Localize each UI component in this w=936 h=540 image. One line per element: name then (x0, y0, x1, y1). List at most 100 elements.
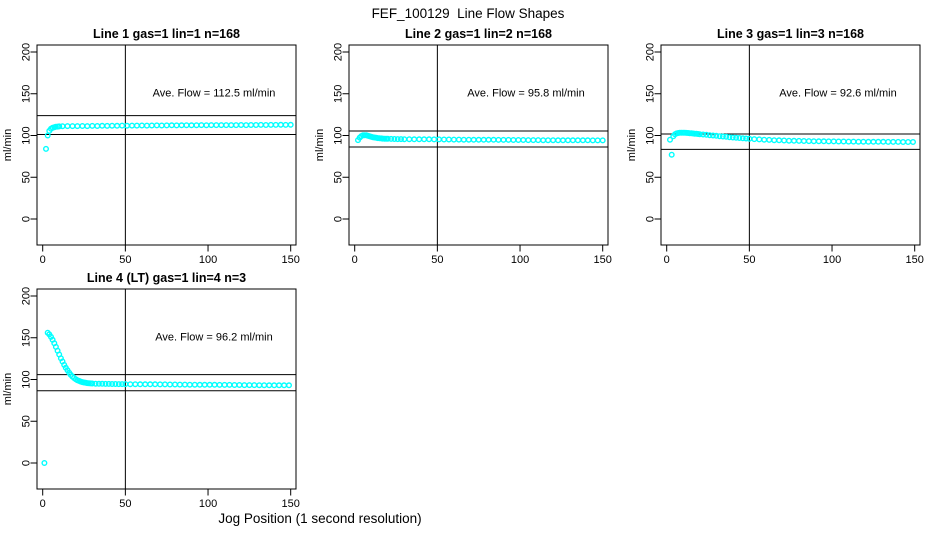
data-points (667, 129, 917, 158)
data-point (391, 135, 398, 142)
data-point (751, 136, 758, 143)
x-tick-label: 0 (40, 498, 46, 510)
data-point (221, 381, 228, 388)
data-point (411, 136, 418, 143)
data-point (795, 137, 802, 144)
data-point (171, 381, 178, 388)
data-point (574, 137, 581, 144)
data-point (723, 133, 730, 140)
data-points (43, 121, 294, 152)
data-point (133, 122, 140, 129)
data-point (455, 136, 462, 143)
data-point (490, 136, 497, 143)
x-tick-label: 150 (906, 254, 924, 266)
data-point (830, 138, 837, 145)
data-point (550, 137, 557, 144)
data-point (761, 136, 768, 143)
data-point (388, 135, 395, 142)
x-tick-label: 100 (199, 254, 217, 266)
data-point (228, 122, 235, 129)
data-point (890, 138, 897, 145)
data-point (203, 122, 210, 129)
ave-flow-annotation: Ave. Flow = 95.8 ml/min (467, 87, 584, 99)
data-point (495, 136, 502, 143)
data-point (401, 136, 408, 143)
data-point (589, 137, 596, 144)
y-tick-label: 50 (21, 171, 33, 183)
data-point (208, 122, 215, 129)
y-tick-label: 0 (333, 216, 345, 222)
data-point (216, 381, 223, 388)
data-point (855, 138, 862, 145)
data-point (703, 131, 710, 138)
y-tick-label: 50 (21, 415, 33, 427)
y-tick-label: 50 (333, 171, 345, 183)
data-point (206, 381, 213, 388)
data-point (59, 123, 66, 130)
data-point (766, 136, 773, 143)
data-point (885, 138, 892, 145)
data-point (706, 132, 713, 139)
panel-svg: Line 2 gas=1 lin=2 n=168 0 50 100 150 200 0 50 1… (314, 27, 612, 266)
data-point (480, 136, 487, 143)
y-axis-unit-label: ml/min (626, 129, 638, 161)
y-tick-label: 0 (21, 216, 33, 222)
data-point (252, 121, 259, 128)
y-tick-label: 150 (333, 85, 345, 103)
panel-line-2: Line 2 gas=1 lin=2 n=168 0 50 100 150 200 0 50 1… (312, 24, 624, 268)
data-point (584, 137, 591, 144)
data-point (157, 381, 164, 388)
data-point (99, 122, 106, 129)
y-tick-label: 0 (21, 460, 33, 466)
data-point (505, 136, 512, 143)
data-point (153, 122, 160, 129)
data-point (559, 137, 566, 144)
data-point (272, 121, 279, 128)
panel-svg: Line 4 (LT) gas=1 lin=4 n=3 0 50 100 150 200 0… (2, 271, 300, 510)
data-point (905, 138, 912, 145)
y-axis-unit-label: ml/min (2, 129, 14, 161)
data-point (64, 123, 71, 130)
y-tick-label: 100 (645, 126, 657, 144)
ave-flow-annotation: Ave. Flow = 96.2 ml/min (155, 331, 272, 343)
data-point (223, 122, 230, 129)
data-point (445, 136, 452, 143)
data-point (119, 381, 126, 388)
data-point (109, 380, 116, 387)
x-tick-label: 100 (199, 498, 217, 510)
data-point (525, 137, 532, 144)
data-point (218, 122, 225, 129)
data-point (520, 136, 527, 143)
y-tick-label: 200 (21, 43, 33, 61)
panel-svg: Line 3 gas=1 lin=3 n=168 0 50 100 150 200 0 50 1… (626, 27, 924, 266)
data-point (173, 122, 180, 129)
data-point (104, 122, 111, 129)
data-point (668, 151, 675, 158)
data-point (99, 380, 106, 387)
data-point (132, 381, 139, 388)
y-tick-label: 150 (21, 329, 33, 347)
data-point (426, 136, 433, 143)
data-point (384, 135, 391, 142)
data-point (186, 381, 193, 388)
data-point (397, 136, 404, 143)
data-point (142, 381, 149, 388)
data-point (92, 380, 99, 387)
data-point (515, 136, 522, 143)
y-tick-label: 150 (21, 85, 33, 103)
data-point (880, 138, 887, 145)
data-point (115, 381, 122, 388)
data-point (163, 122, 170, 129)
data-point (771, 137, 778, 144)
data-point (776, 137, 783, 144)
data-point (470, 136, 477, 143)
data-point (667, 136, 674, 143)
data-point (241, 382, 248, 389)
panel-title: Line 2 gas=1 lin=2 n=168 (405, 27, 552, 41)
data-point (166, 381, 173, 388)
y-tick-label: 200 (21, 287, 33, 305)
panel-title: Line 3 gas=1 lin=3 n=168 (717, 27, 864, 41)
x-tick-label: 50 (119, 498, 131, 510)
data-point (201, 381, 208, 388)
